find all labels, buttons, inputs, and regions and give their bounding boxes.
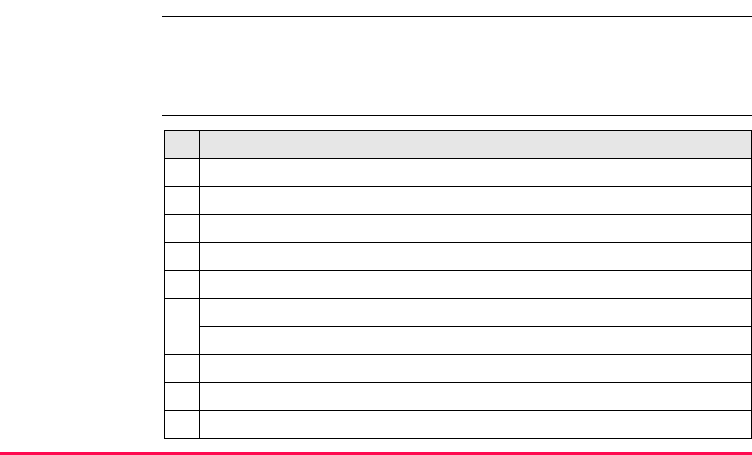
- table-row: [165, 326, 752, 355]
- row-description: [199, 270, 752, 299]
- row-number: [164, 214, 200, 243]
- table-header-row: [164, 130, 752, 159]
- section-rule: [162, 115, 752, 116]
- row-number: [164, 382, 200, 411]
- table-row: [164, 242, 752, 271]
- row-number: [164, 186, 200, 215]
- row-number: [164, 298, 200, 355]
- row-description: [199, 242, 752, 271]
- table-row: [164, 186, 752, 215]
- header-description: [199, 130, 752, 159]
- row-number: [164, 354, 200, 383]
- table-row: [164, 410, 752, 439]
- row-description: [199, 186, 752, 215]
- row-number: [164, 158, 200, 187]
- table-row: [164, 214, 752, 243]
- row-description: [199, 158, 752, 187]
- row-number: [164, 410, 200, 439]
- row-description: [199, 298, 752, 327]
- row-description: [199, 382, 752, 411]
- header-number: [164, 130, 200, 159]
- footer-accent-line: [0, 452, 752, 455]
- row-description: [199, 326, 752, 355]
- blank-table: [164, 130, 752, 439]
- row-number: [164, 270, 200, 299]
- row-number: [164, 242, 200, 271]
- row-description: [199, 354, 752, 383]
- table-row: [164, 298, 752, 355]
- row-description: [199, 214, 752, 243]
- row-description: [199, 410, 752, 439]
- table-row: [164, 354, 752, 383]
- table-row: [164, 270, 752, 299]
- table-row: [164, 382, 752, 411]
- top-rule: [162, 16, 752, 17]
- table-row: [164, 158, 752, 187]
